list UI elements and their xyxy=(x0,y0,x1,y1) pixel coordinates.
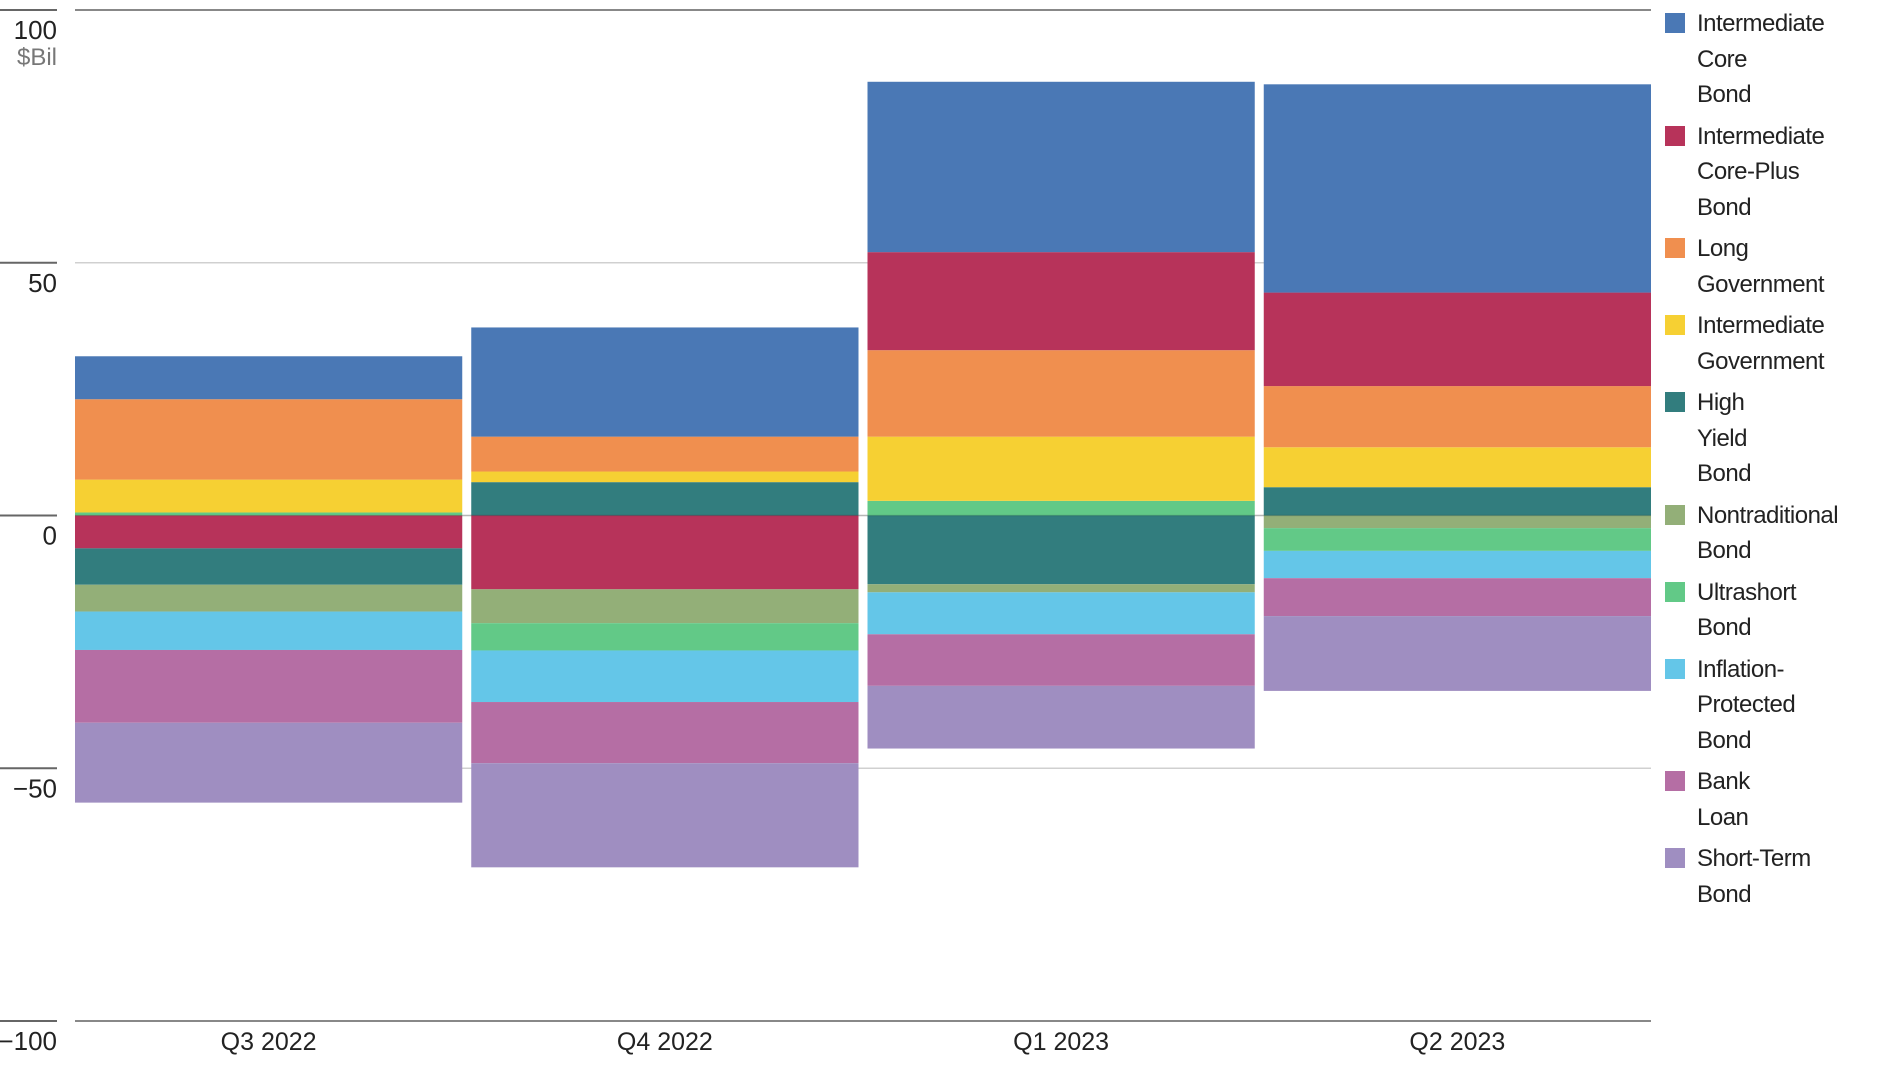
legend-label: High Yield Bond xyxy=(1697,389,1752,487)
bar-segment-intermediate-core-bond xyxy=(1263,84,1651,293)
bar-segment-long-government xyxy=(1263,386,1651,448)
y-tick-label: 50 xyxy=(28,268,57,298)
legend-swatch xyxy=(1665,504,1685,525)
bar-segment-bank-loan xyxy=(1263,578,1651,617)
legend-swatch xyxy=(1665,771,1685,791)
legend-label: Nontraditional Bond xyxy=(1697,501,1839,565)
legend-item: Inflation-Protected Bond xyxy=(1665,652,1895,759)
legend-swatch xyxy=(1665,125,1685,146)
bar-segment-ultrashort-bond xyxy=(867,500,1255,516)
legend-label: Intermediate Core Bond xyxy=(1697,10,1825,108)
bar-segment-intermediate-government xyxy=(867,436,1255,501)
x-tick-label: Q4 2022 xyxy=(617,1028,713,1056)
bar-segment-high-yield-bond xyxy=(75,548,463,585)
bar-segment-intermediate-core-plus-bond xyxy=(1263,292,1651,387)
bar-segment-bank-loan xyxy=(867,634,1255,686)
x-tick-label: Q2 2023 xyxy=(1409,1028,1505,1056)
bar-segment-short-term-bond xyxy=(471,763,859,868)
bar-segment-nontraditional-bond xyxy=(75,584,463,612)
bar-segment-long-government xyxy=(867,350,1255,437)
bar-segment-high-yield-bond xyxy=(1263,487,1651,516)
legend-swatch xyxy=(1665,848,1685,868)
bar-segment-bank-loan xyxy=(471,702,859,764)
bar-segment-intermediate-core-bond xyxy=(75,356,463,400)
x-tick-label: Q3 2022 xyxy=(221,1028,317,1056)
legend-label: Intermediate Government xyxy=(1697,312,1825,375)
bar-segment-ultrashort-bond xyxy=(471,623,859,651)
bar-segment-inflation-protected-bond xyxy=(471,650,859,703)
y-tick-label: 100 xyxy=(14,15,57,45)
y-tick-label: −100 xyxy=(0,1026,57,1056)
bar-segment-ultrashort-bond xyxy=(75,512,463,516)
y-axis-unit-label: $Bil xyxy=(17,44,57,71)
bar-segment-nontraditional-bond xyxy=(867,584,1255,593)
bar-segment-intermediate-government xyxy=(471,471,859,483)
bar-segment-short-term-bond xyxy=(1263,616,1651,691)
legend-item: Nontraditional Bond xyxy=(1665,498,1895,569)
bar-segment-ultrashort-bond xyxy=(1263,528,1651,551)
legend-swatch xyxy=(1665,238,1685,258)
bar-segment-bank-loan xyxy=(75,649,463,723)
legend-item: Long Government xyxy=(1665,231,1895,302)
bar-segment-intermediate-core-plus-bond xyxy=(75,515,463,549)
bar-segment-inflation-protected-bond xyxy=(1263,550,1651,579)
bar-segment-high-yield-bond xyxy=(471,482,859,516)
legend-swatch xyxy=(1665,581,1685,602)
legend-swatch xyxy=(1665,392,1685,412)
bar-segment-long-government xyxy=(75,399,463,480)
legend-label: Bank Loan xyxy=(1697,768,1750,831)
legend-label: Intermediate Core-Plus Bond xyxy=(1697,122,1825,221)
x-tick-label: Q1 2023 xyxy=(1013,1028,1109,1056)
bar-segment-inflation-protected-bond xyxy=(75,611,463,650)
legend-item: Ultrashort Bond xyxy=(1665,575,1895,646)
legend-label: Inflation-Protected Bond xyxy=(1697,655,1796,754)
legend-label: Short-Term Bond xyxy=(1697,845,1811,908)
bar-segment-nontraditional-bond xyxy=(1263,515,1651,529)
bar-segment-nontraditional-bond xyxy=(471,589,859,624)
legend-swatch xyxy=(1665,658,1685,679)
legend-label: Ultrashort Bond xyxy=(1697,578,1797,642)
y-tick-label: 0 xyxy=(43,521,57,551)
legend-item: Short-Term Bond xyxy=(1665,841,1895,912)
bar-segment-intermediate-government xyxy=(75,479,463,513)
legend-item: High Yield Bond xyxy=(1665,385,1895,492)
bar-segment-intermediate-core-bond xyxy=(471,327,859,437)
legend-item: Intermediate Core Bond xyxy=(1665,6,1895,113)
legend-swatch xyxy=(1665,315,1685,335)
bar-segment-short-term-bond xyxy=(867,685,1255,749)
bar-segment-inflation-protected-bond xyxy=(867,592,1255,635)
y-tick-label: −50 xyxy=(13,773,57,803)
legend-item: Bank Loan xyxy=(1665,764,1895,835)
legend-item: Intermediate Core-Plus Bond xyxy=(1665,119,1895,226)
bar-segment-intermediate-government xyxy=(1263,447,1651,488)
bar-segment-intermediate-core-bond xyxy=(867,81,1255,253)
bar-segment-high-yield-bond xyxy=(867,515,1255,585)
bar-segment-intermediate-core-plus-bond xyxy=(471,515,859,590)
legend-item: Intermediate Government xyxy=(1665,308,1895,379)
bar-segment-long-government xyxy=(471,436,859,472)
legend-swatch xyxy=(1665,13,1685,33)
bar-segment-intermediate-core-plus-bond xyxy=(867,252,1255,351)
legend-label: Long Government xyxy=(1697,235,1825,298)
bar-segment-short-term-bond xyxy=(75,722,463,803)
legend: Intermediate Core Bond Intermediate Core-… xyxy=(1665,6,1895,918)
